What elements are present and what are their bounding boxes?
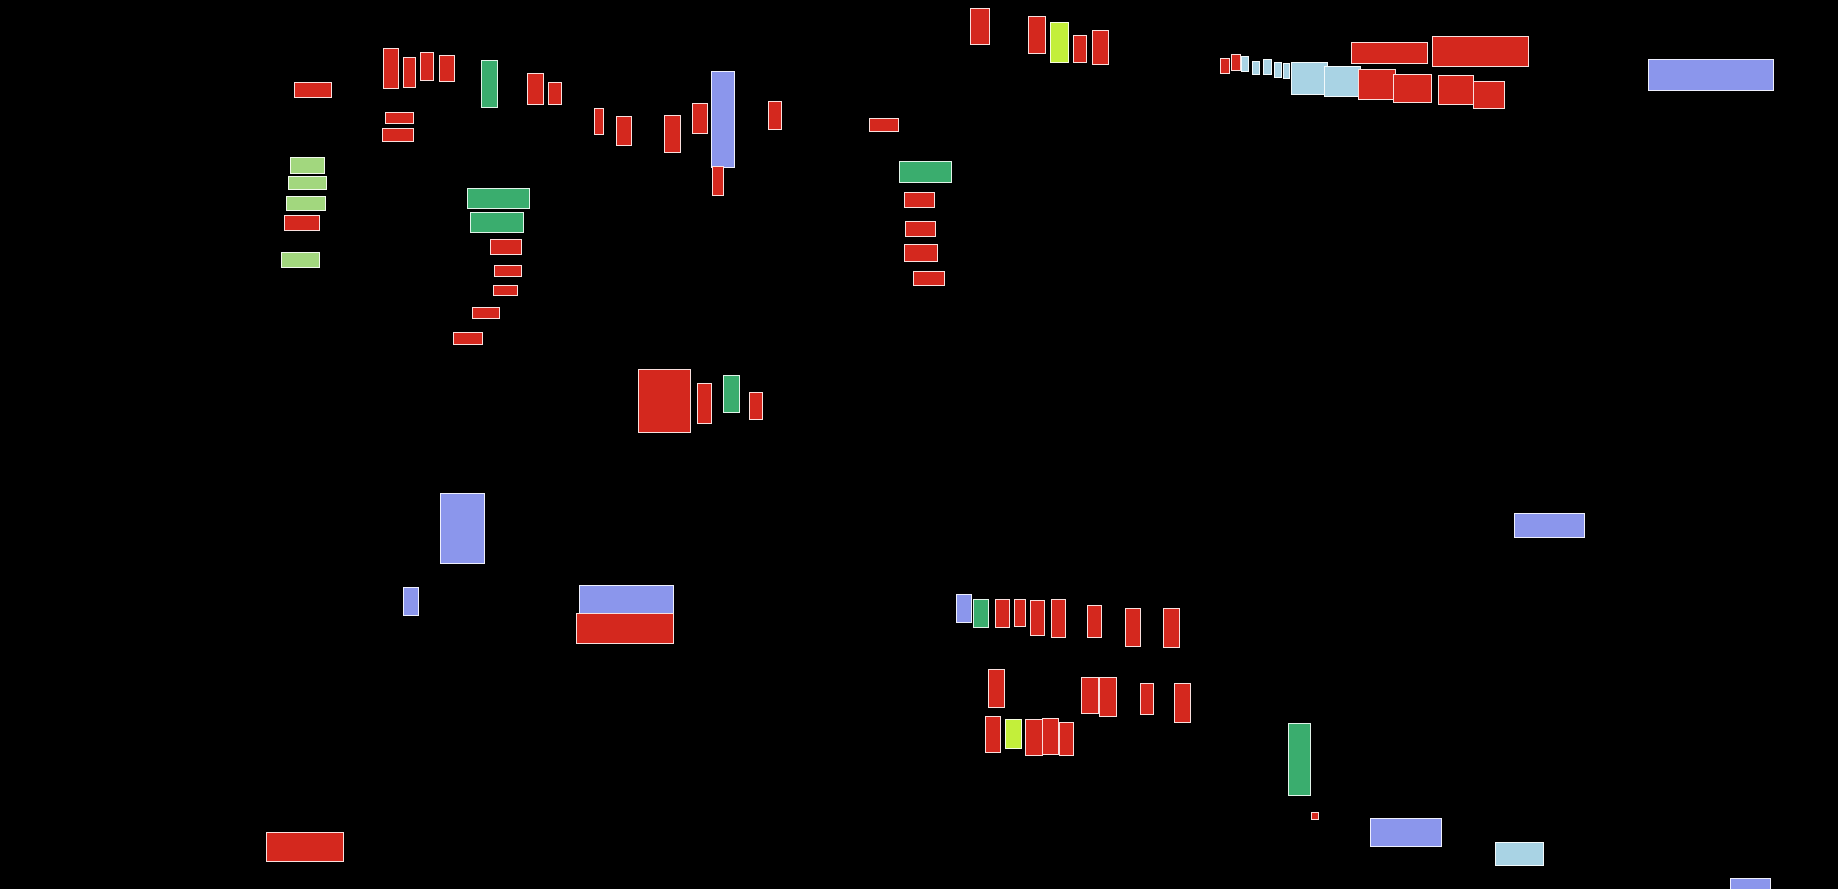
red-block — [1030, 600, 1045, 636]
red-block — [985, 716, 1001, 753]
red-block — [1081, 677, 1099, 714]
red-block — [904, 244, 938, 262]
green-block — [899, 161, 952, 183]
paleblue-block — [1263, 59, 1272, 75]
red-block — [1014, 599, 1026, 627]
green-block — [470, 212, 524, 233]
red-block — [1099, 677, 1117, 717]
red-block — [420, 52, 434, 81]
red-block — [403, 57, 416, 88]
lime-block — [1050, 22, 1069, 63]
lightgreen-block — [290, 157, 325, 174]
red-block — [616, 116, 632, 146]
blue-block — [440, 493, 485, 564]
red-block — [266, 832, 344, 862]
blue-block — [1370, 818, 1442, 847]
blue-block — [956, 594, 972, 623]
blue-block — [1514, 513, 1585, 538]
lime-block — [1005, 719, 1022, 749]
red-block — [382, 128, 414, 142]
red-block — [904, 192, 935, 208]
blue-block — [403, 587, 419, 616]
red-block — [692, 103, 708, 134]
red-block — [970, 8, 990, 45]
red-block — [638, 369, 691, 433]
red-block — [905, 221, 936, 237]
red-block — [1125, 608, 1141, 647]
red-block — [594, 108, 604, 135]
green-block — [973, 599, 989, 628]
blue-block — [579, 585, 674, 615]
red-block — [1438, 75, 1474, 105]
red-block — [493, 285, 518, 296]
blue-block — [711, 71, 735, 168]
red-block — [1473, 81, 1505, 109]
red-block — [749, 392, 763, 420]
red-block — [1231, 54, 1241, 71]
paleblue-block — [1291, 62, 1328, 95]
red-block — [548, 82, 562, 105]
red-block — [1140, 683, 1154, 715]
lightgreen-block — [281, 252, 320, 268]
paleblue-block — [1324, 66, 1361, 97]
red-block — [913, 271, 945, 286]
red-block — [664, 115, 681, 153]
red-block — [869, 118, 899, 132]
green-block — [1288, 723, 1311, 796]
paleblue-block — [1283, 63, 1290, 79]
lightgreen-block — [286, 196, 326, 211]
red-block — [385, 112, 414, 124]
red-block — [1059, 722, 1074, 756]
red-block — [1432, 36, 1529, 67]
red-block — [527, 73, 544, 105]
red-block — [1393, 74, 1432, 103]
red-block — [294, 82, 332, 98]
red-block — [472, 307, 500, 319]
red-block — [697, 383, 712, 424]
lightgreen-block — [288, 176, 327, 190]
blue-block — [1730, 878, 1771, 889]
paleblue-block — [1274, 62, 1282, 78]
red-block — [439, 55, 455, 82]
paleblue-block — [1252, 61, 1260, 75]
red-block — [1351, 42, 1428, 64]
red-block — [1358, 69, 1396, 100]
red-block — [988, 669, 1005, 708]
blue-block — [1648, 59, 1774, 91]
red-block — [1220, 58, 1230, 74]
paleblue-block — [1241, 56, 1249, 72]
red-block — [712, 166, 724, 196]
red-block — [1073, 35, 1087, 63]
red-block — [1087, 605, 1102, 638]
red-block — [490, 239, 522, 255]
red-block — [1163, 608, 1180, 648]
red-block — [1092, 30, 1109, 65]
red-block — [995, 599, 1010, 628]
red-block — [1028, 16, 1046, 54]
red-block — [1174, 683, 1191, 723]
red-block — [576, 613, 674, 644]
red-block — [383, 48, 399, 89]
red-block — [1025, 719, 1043, 756]
green-block — [481, 60, 498, 108]
red-block — [284, 215, 320, 231]
red-block — [1051, 599, 1066, 638]
green-block — [467, 188, 530, 209]
red-block — [768, 101, 782, 130]
red-block — [453, 332, 483, 345]
green-block — [723, 375, 740, 413]
red-block — [1311, 812, 1319, 820]
red-block — [1042, 718, 1059, 755]
red-block — [494, 265, 522, 277]
paleblue-block — [1495, 842, 1544, 866]
